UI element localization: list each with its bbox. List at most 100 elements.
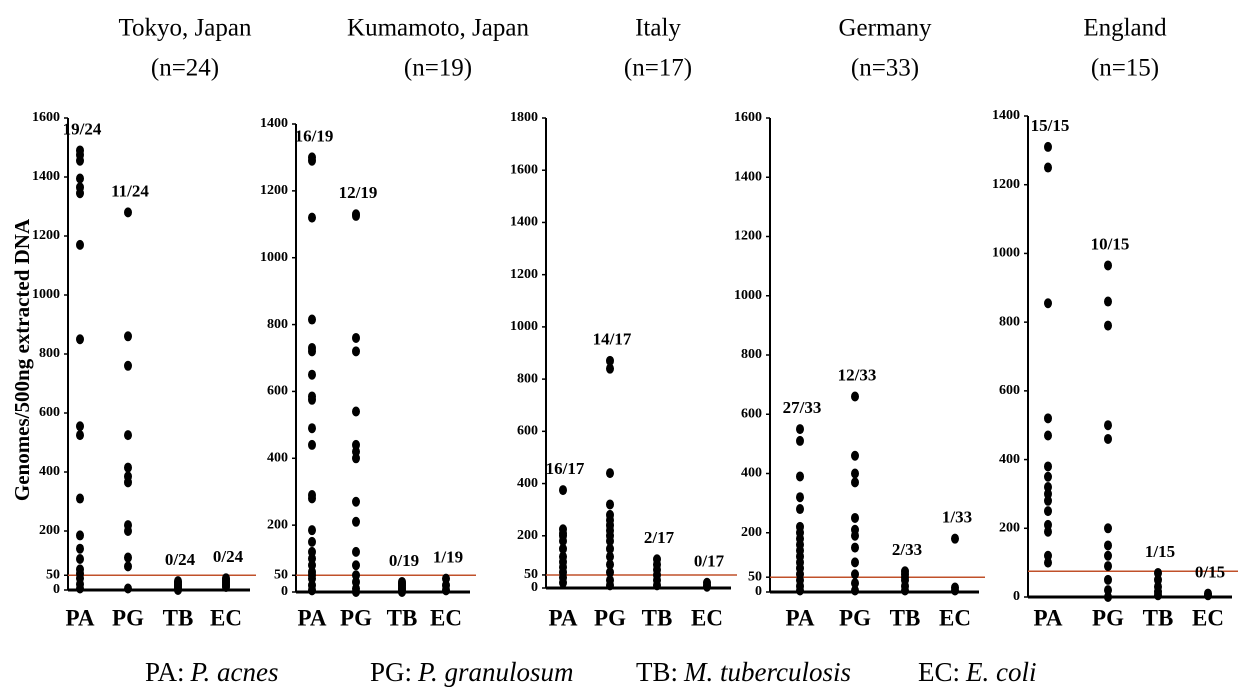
data-point bbox=[653, 580, 661, 591]
data-point bbox=[1044, 141, 1052, 152]
data-point bbox=[1104, 433, 1112, 444]
data-point bbox=[606, 543, 614, 554]
fraction-label: 19/24 bbox=[63, 119, 102, 138]
data-point bbox=[851, 578, 859, 589]
data-point bbox=[308, 369, 316, 380]
y-tick-label: 1200 bbox=[992, 177, 1020, 192]
data-point bbox=[1154, 574, 1162, 585]
y-tick-label: 1000 bbox=[510, 319, 538, 334]
data-point bbox=[606, 355, 614, 366]
y-tick-label: 800 bbox=[267, 317, 288, 332]
data-point bbox=[606, 580, 614, 591]
fraction-label: 0/15 bbox=[1195, 562, 1225, 581]
data-point bbox=[796, 504, 804, 515]
y-tick-label: 600 bbox=[267, 384, 288, 399]
panel-subtitle: (n=17) bbox=[624, 55, 692, 82]
data-point bbox=[1104, 260, 1112, 271]
fraction-label: 0/19 bbox=[389, 551, 419, 570]
data-point bbox=[352, 453, 360, 464]
fraction-label: 11/24 bbox=[111, 181, 149, 200]
data-point bbox=[308, 585, 316, 596]
data-point bbox=[1044, 461, 1052, 472]
fraction-label: 16/19 bbox=[295, 126, 334, 145]
y-tick-label: 1000 bbox=[32, 287, 60, 302]
data-point bbox=[1104, 296, 1112, 307]
footnote-name: P. granulosum bbox=[417, 657, 574, 687]
y-tick-label: 1000 bbox=[992, 246, 1020, 261]
data-point bbox=[398, 587, 406, 597]
data-point bbox=[352, 406, 360, 417]
data-point bbox=[851, 542, 859, 553]
data-point bbox=[308, 346, 316, 357]
data-point bbox=[796, 424, 804, 435]
x-tick-label: TB bbox=[1143, 605, 1174, 630]
fraction-label: 12/33 bbox=[838, 365, 877, 384]
fraction-label: 0/24 bbox=[213, 547, 244, 566]
data-point bbox=[124, 462, 132, 473]
fraction-label: 15/15 bbox=[1031, 116, 1070, 135]
panel-title: Kumamoto, Japan bbox=[347, 15, 529, 42]
data-point bbox=[124, 360, 132, 371]
data-point bbox=[1044, 471, 1052, 482]
x-tick-label: PA bbox=[298, 605, 327, 630]
data-point bbox=[222, 582, 230, 593]
data-point bbox=[851, 569, 859, 580]
data-point bbox=[796, 471, 804, 482]
data-point bbox=[606, 551, 614, 562]
x-tick-label: PA bbox=[786, 605, 815, 630]
data-point bbox=[951, 585, 959, 596]
data-point bbox=[124, 561, 132, 572]
data-point bbox=[851, 557, 859, 568]
x-tick-label: EC bbox=[210, 605, 242, 630]
data-point bbox=[851, 530, 859, 541]
y-tick-label: 200 bbox=[517, 528, 538, 543]
y-tick-label: 800 bbox=[741, 347, 762, 362]
fraction-label: 1/33 bbox=[942, 508, 972, 527]
data-point bbox=[606, 536, 614, 546]
data-point bbox=[308, 525, 316, 536]
data-point bbox=[76, 421, 84, 432]
data-point bbox=[1104, 420, 1112, 431]
data-point bbox=[352, 496, 360, 507]
data-point bbox=[352, 346, 360, 357]
data-point bbox=[1044, 519, 1052, 530]
data-point bbox=[352, 546, 360, 557]
data-point bbox=[174, 585, 182, 595]
data-point bbox=[606, 499, 614, 510]
data-point bbox=[124, 526, 132, 536]
data-point bbox=[606, 559, 614, 570]
panel-title: England bbox=[1083, 15, 1167, 42]
fraction-label: 16/17 bbox=[546, 459, 585, 478]
data-point bbox=[1044, 495, 1052, 506]
x-tick-label: PG bbox=[112, 605, 144, 630]
y-tick-label: 0 bbox=[755, 584, 762, 599]
y-tick-label: 200 bbox=[999, 521, 1020, 536]
data-point bbox=[559, 485, 567, 496]
data-point bbox=[1044, 526, 1052, 537]
panel-subtitle: (n=15) bbox=[1091, 55, 1159, 82]
data-point bbox=[1104, 574, 1112, 585]
y-tick-label: 600 bbox=[517, 424, 538, 439]
data-point bbox=[1044, 550, 1052, 561]
x-tick-label: TB bbox=[890, 605, 921, 630]
y-tick-label: 1200 bbox=[734, 229, 762, 244]
data-point bbox=[851, 450, 859, 461]
data-point bbox=[606, 363, 614, 374]
data-point bbox=[352, 516, 360, 527]
data-point bbox=[76, 188, 84, 199]
data-point bbox=[951, 533, 959, 544]
y-tick-label: 50 bbox=[524, 567, 538, 582]
y-tick-label: 400 bbox=[267, 451, 288, 466]
data-point bbox=[606, 567, 614, 578]
data-point bbox=[1104, 585, 1112, 596]
fraction-label: 2/33 bbox=[892, 540, 922, 559]
y-tick-label: 1600 bbox=[32, 110, 60, 125]
x-tick-label: PG bbox=[594, 605, 626, 630]
fraction-label: 1/19 bbox=[433, 548, 463, 567]
data-point bbox=[308, 212, 316, 223]
data-point bbox=[851, 391, 859, 402]
data-point bbox=[559, 543, 567, 554]
data-point bbox=[352, 332, 360, 343]
data-point bbox=[76, 334, 84, 345]
